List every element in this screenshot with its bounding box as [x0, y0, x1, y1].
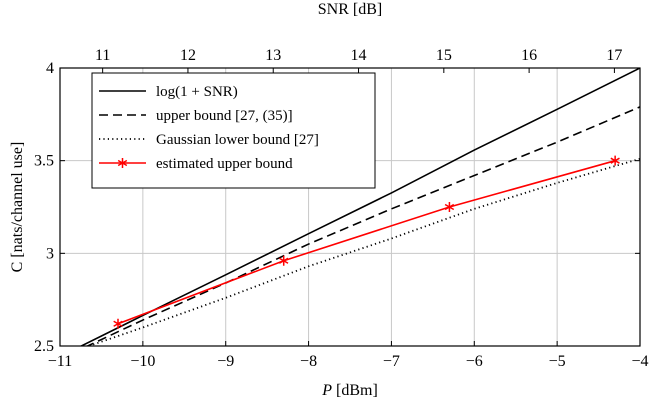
- ticks: [59, 67, 641, 347]
- plot-frame: [59, 67, 641, 347]
- x2-tick-label: 13: [265, 47, 281, 64]
- x-tick-label: −4: [631, 353, 648, 370]
- x2-tick-label: 16: [521, 47, 537, 64]
- y-tick-label: 3.5: [34, 153, 54, 170]
- tick-labels: −11 −10 −9 −8 −7 −6 −5 −4 11 12 13 14 15 16 17 2.5 3 3.5 4: [34, 47, 649, 370]
- x2-tick-label: 11: [95, 47, 110, 64]
- series-line-1: [85, 106, 640, 346]
- y-tick-label: 2.5: [34, 338, 54, 355]
- legend-marker: [117, 158, 128, 168]
- legend-label: estimated upper bound: [156, 156, 293, 172]
- series-line-2: [88, 157, 640, 346]
- x-tick-label: −5: [549, 353, 566, 370]
- x-tick-label: −10: [130, 353, 155, 370]
- legend: log(1 + SNR) upper bound [27, (35)] Gaussi…: [91, 72, 376, 189]
- series-marker: [113, 318, 123, 329]
- legend-label: Gaussian lower bound [27]: [156, 132, 319, 148]
- x-axis-title: P [dBm]: [321, 382, 378, 399]
- y-axis-title: C [nats/channel use]: [9, 142, 26, 273]
- x2-tick-label: 15: [436, 47, 452, 64]
- legend-box: [91, 72, 376, 189]
- y-tick-label: 3: [46, 245, 54, 262]
- legend-label: upper bound [27, (35)]: [156, 108, 293, 124]
- x-tick-label: −8: [300, 353, 317, 370]
- x-tick-label: −9: [217, 353, 234, 370]
- y-tick-label: 4: [46, 60, 54, 77]
- x-tick-label: −6: [466, 353, 483, 370]
- plot-lines: [79, 68, 640, 346]
- series-line-3: [117, 159, 616, 325]
- x2-tick-label: 14: [351, 47, 367, 64]
- series-marker: [610, 155, 620, 166]
- x-tick-label: −7: [383, 353, 400, 370]
- x-tick-label: −11: [48, 353, 72, 370]
- legend-label: log(1 + SNR): [156, 84, 238, 100]
- x2-tick-label: 12: [180, 47, 196, 64]
- x2-axis-title: SNR [dB]: [318, 1, 382, 18]
- series-marker: [444, 201, 455, 213]
- series-marker: [279, 255, 289, 266]
- x2-tick-label: 17: [606, 47, 622, 64]
